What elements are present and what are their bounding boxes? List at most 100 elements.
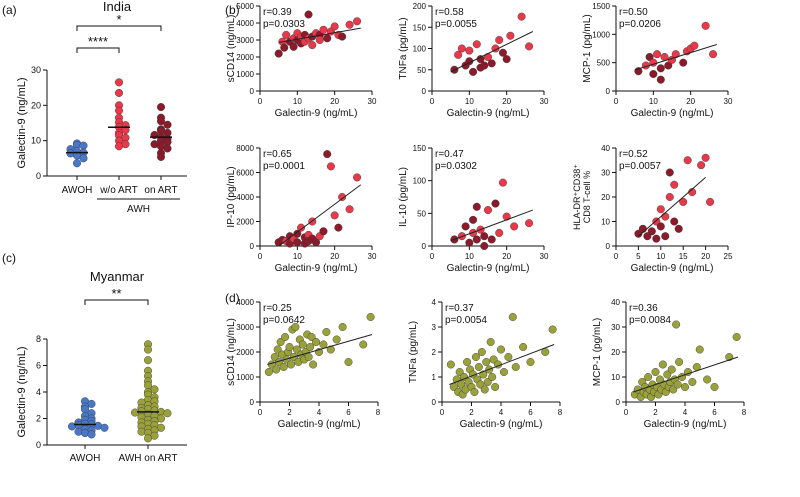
data-point bbox=[647, 227, 656, 236]
x-axis-label: Galectin-9 (ng/mL) bbox=[447, 263, 530, 274]
group-label: AWH bbox=[127, 204, 150, 215]
data-point bbox=[366, 313, 375, 322]
y-tick-label: 4 bbox=[36, 387, 41, 397]
y-axis-label: Galectin-9 (ng/mL) bbox=[16, 77, 28, 168]
x-axis-label: Galectin-9 (ng/mL) bbox=[644, 419, 727, 430]
regression-line bbox=[450, 209, 533, 242]
regression-line bbox=[278, 184, 362, 247]
x-axis-label: Galectin-9 (ng/mL) bbox=[631, 108, 714, 119]
data-point bbox=[471, 353, 480, 362]
data-point bbox=[690, 41, 699, 50]
data-point bbox=[665, 168, 674, 177]
data-point bbox=[651, 368, 660, 377]
data-point bbox=[649, 69, 658, 78]
significance-label: **** bbox=[88, 34, 108, 49]
x-axis-label: Galectin-9 (ng/mL) bbox=[631, 263, 714, 274]
data-point bbox=[484, 206, 493, 215]
y-tick-label: 3000 bbox=[236, 323, 254, 332]
x-tick-label: 20 bbox=[502, 252, 511, 261]
data-point bbox=[280, 43, 289, 52]
data-point bbox=[163, 144, 172, 153]
y-tick-label: 200 bbox=[413, 2, 427, 11]
data-point bbox=[298, 340, 307, 349]
data-point bbox=[480, 241, 489, 250]
data-point bbox=[703, 375, 712, 384]
correlation-r: r=0.37 bbox=[445, 303, 474, 314]
y-axis-label: CD8 T-cell % bbox=[582, 171, 592, 223]
x-tick-label: 0 bbox=[258, 252, 263, 261]
data-point bbox=[291, 323, 300, 332]
y-tick-label: 100 bbox=[413, 45, 427, 54]
data-point bbox=[679, 197, 688, 206]
x-tick-label: 4 bbox=[499, 408, 504, 417]
y-tick-label: 4000 bbox=[236, 298, 254, 307]
correlation-p: p=0.0084 bbox=[629, 315, 671, 326]
y-tick-label: 2000 bbox=[236, 53, 254, 62]
x-tick-label: 0 bbox=[258, 408, 263, 417]
correlation-r: r=0.52 bbox=[619, 149, 648, 160]
regression-line bbox=[267, 334, 373, 365]
data-point bbox=[114, 78, 123, 87]
y-tick-label: 1000 bbox=[236, 373, 254, 382]
correlation-p: p=0.0302 bbox=[435, 161, 477, 172]
data-point bbox=[480, 232, 489, 241]
data-point bbox=[465, 238, 474, 247]
correlation-r: r=0.25 bbox=[263, 303, 292, 314]
data-point bbox=[304, 353, 313, 362]
data-point bbox=[732, 333, 741, 342]
y-tick-label: 30 bbox=[611, 323, 620, 332]
data-point bbox=[286, 360, 295, 369]
correlation-r: r=0.50 bbox=[619, 7, 648, 18]
data-point bbox=[114, 142, 123, 151]
x-tick-label: 4 bbox=[317, 408, 322, 417]
correlation-p: p=0.0303 bbox=[263, 19, 305, 30]
data-point bbox=[465, 46, 474, 55]
data-point bbox=[638, 224, 647, 233]
y-tick-label: 1000 bbox=[236, 70, 254, 79]
x-axis-label: Galectin-9 (ng/mL) bbox=[275, 108, 358, 119]
y-tick-label: 0 bbox=[36, 171, 41, 181]
x-tick-label: 4 bbox=[683, 408, 688, 417]
x-tick-label: 10 bbox=[465, 252, 474, 261]
data-point bbox=[293, 238, 302, 247]
data-point bbox=[461, 222, 470, 231]
data-point bbox=[672, 320, 681, 329]
y-tick-label: 0 bbox=[422, 242, 427, 251]
data-point bbox=[658, 360, 667, 369]
x-tick-label: 10 bbox=[465, 97, 474, 106]
data-point bbox=[472, 202, 481, 211]
data-point bbox=[143, 356, 152, 365]
x-tick-label: 2 bbox=[469, 408, 474, 417]
data-point bbox=[454, 50, 463, 59]
y-tick-label: 150 bbox=[413, 144, 427, 153]
data-point bbox=[315, 36, 324, 45]
data-point bbox=[306, 343, 315, 352]
data-point bbox=[156, 117, 165, 126]
data-point bbox=[330, 22, 339, 31]
data-point bbox=[474, 363, 483, 372]
data-point bbox=[670, 217, 679, 226]
y-axis-label: IL-10 (pg/mL) bbox=[398, 167, 409, 227]
data-point bbox=[487, 59, 496, 68]
y-tick-label: 0 bbox=[250, 87, 255, 96]
x-tick-label: 20 bbox=[330, 97, 339, 106]
data-point bbox=[498, 48, 507, 57]
x-tick-label: 6 bbox=[346, 408, 351, 417]
data-point bbox=[486, 338, 495, 347]
data-point bbox=[469, 228, 478, 237]
data-point bbox=[323, 150, 332, 159]
data-point bbox=[338, 192, 347, 201]
data-point bbox=[491, 199, 500, 208]
y-tick-label: 2000 bbox=[236, 218, 254, 227]
category-label: on ART bbox=[144, 185, 177, 196]
x-tick-label: 0 bbox=[258, 97, 263, 106]
x-tick-label: 0 bbox=[614, 252, 619, 261]
x-tick-label: 20 bbox=[686, 97, 695, 106]
data-point bbox=[72, 159, 81, 168]
correlation-p: p=0.0054 bbox=[445, 315, 487, 326]
data-point bbox=[472, 235, 481, 244]
x-tick-label: 25 bbox=[724, 252, 733, 261]
data-point bbox=[697, 161, 706, 170]
y-tick-label: 3000 bbox=[236, 36, 254, 45]
